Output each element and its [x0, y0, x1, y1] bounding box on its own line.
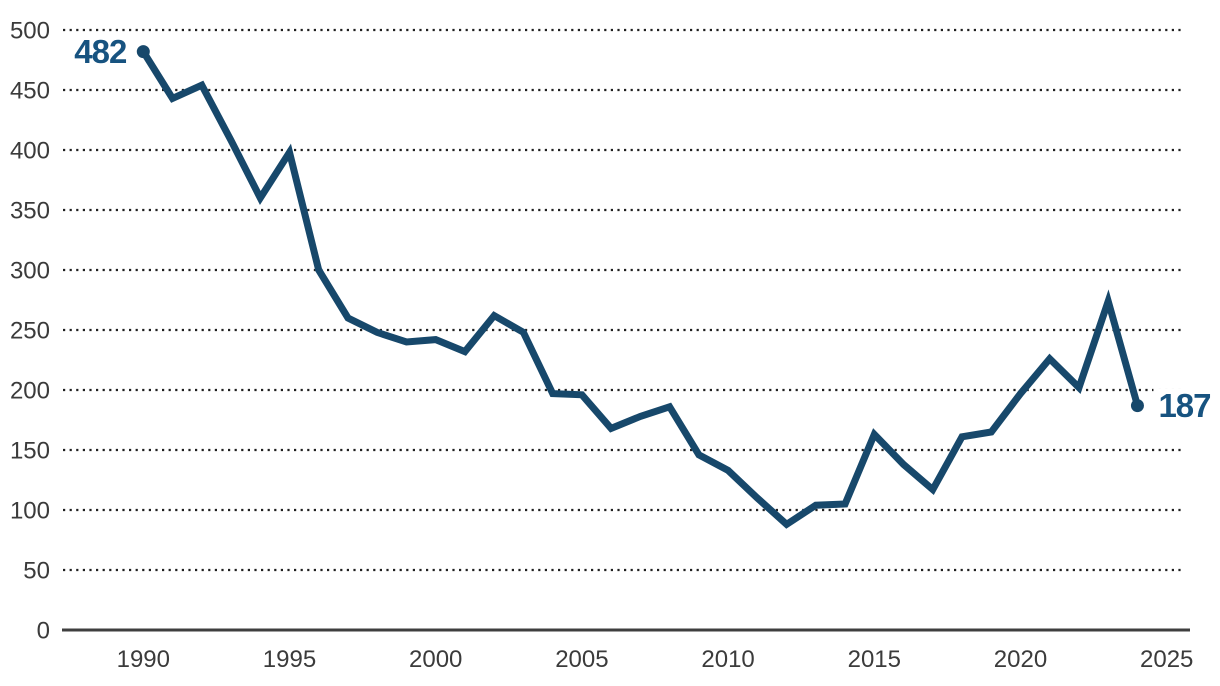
y-tick-label: 250 [10, 318, 50, 345]
x-tick-label: 2010 [701, 646, 754, 673]
x-tick-label: 1990 [117, 646, 170, 673]
x-tick-label: 2005 [555, 646, 608, 673]
y-tick-label: 0 [37, 618, 50, 645]
y-tick-label: 150 [10, 438, 50, 465]
endpoint-dot-first [136, 45, 150, 59]
y-tick-label: 500 [10, 18, 50, 45]
y-tick-label: 100 [10, 498, 50, 525]
x-tick-label: 2000 [409, 646, 462, 673]
x-tick-label: 1995 [263, 646, 316, 673]
x-tick-label: 2015 [848, 646, 901, 673]
y-tick-label: 300 [10, 258, 50, 285]
endpoint-label-last: 187 [1158, 387, 1210, 424]
y-tick-label: 400 [10, 138, 50, 165]
y-tick-label: 450 [10, 78, 50, 105]
x-tick-label: 2020 [994, 646, 1047, 673]
y-tick-label: 350 [10, 198, 50, 225]
data-line [139, 48, 1141, 529]
label-halo [1153, 388, 1220, 423]
y-tick-label: 50 [23, 558, 50, 585]
endpoint-dot-last [1130, 399, 1144, 413]
y-tick-label: 200 [10, 378, 50, 405]
endpoint-label-first: 482 [74, 33, 127, 70]
x-tick-label: 2025 [1140, 646, 1193, 673]
